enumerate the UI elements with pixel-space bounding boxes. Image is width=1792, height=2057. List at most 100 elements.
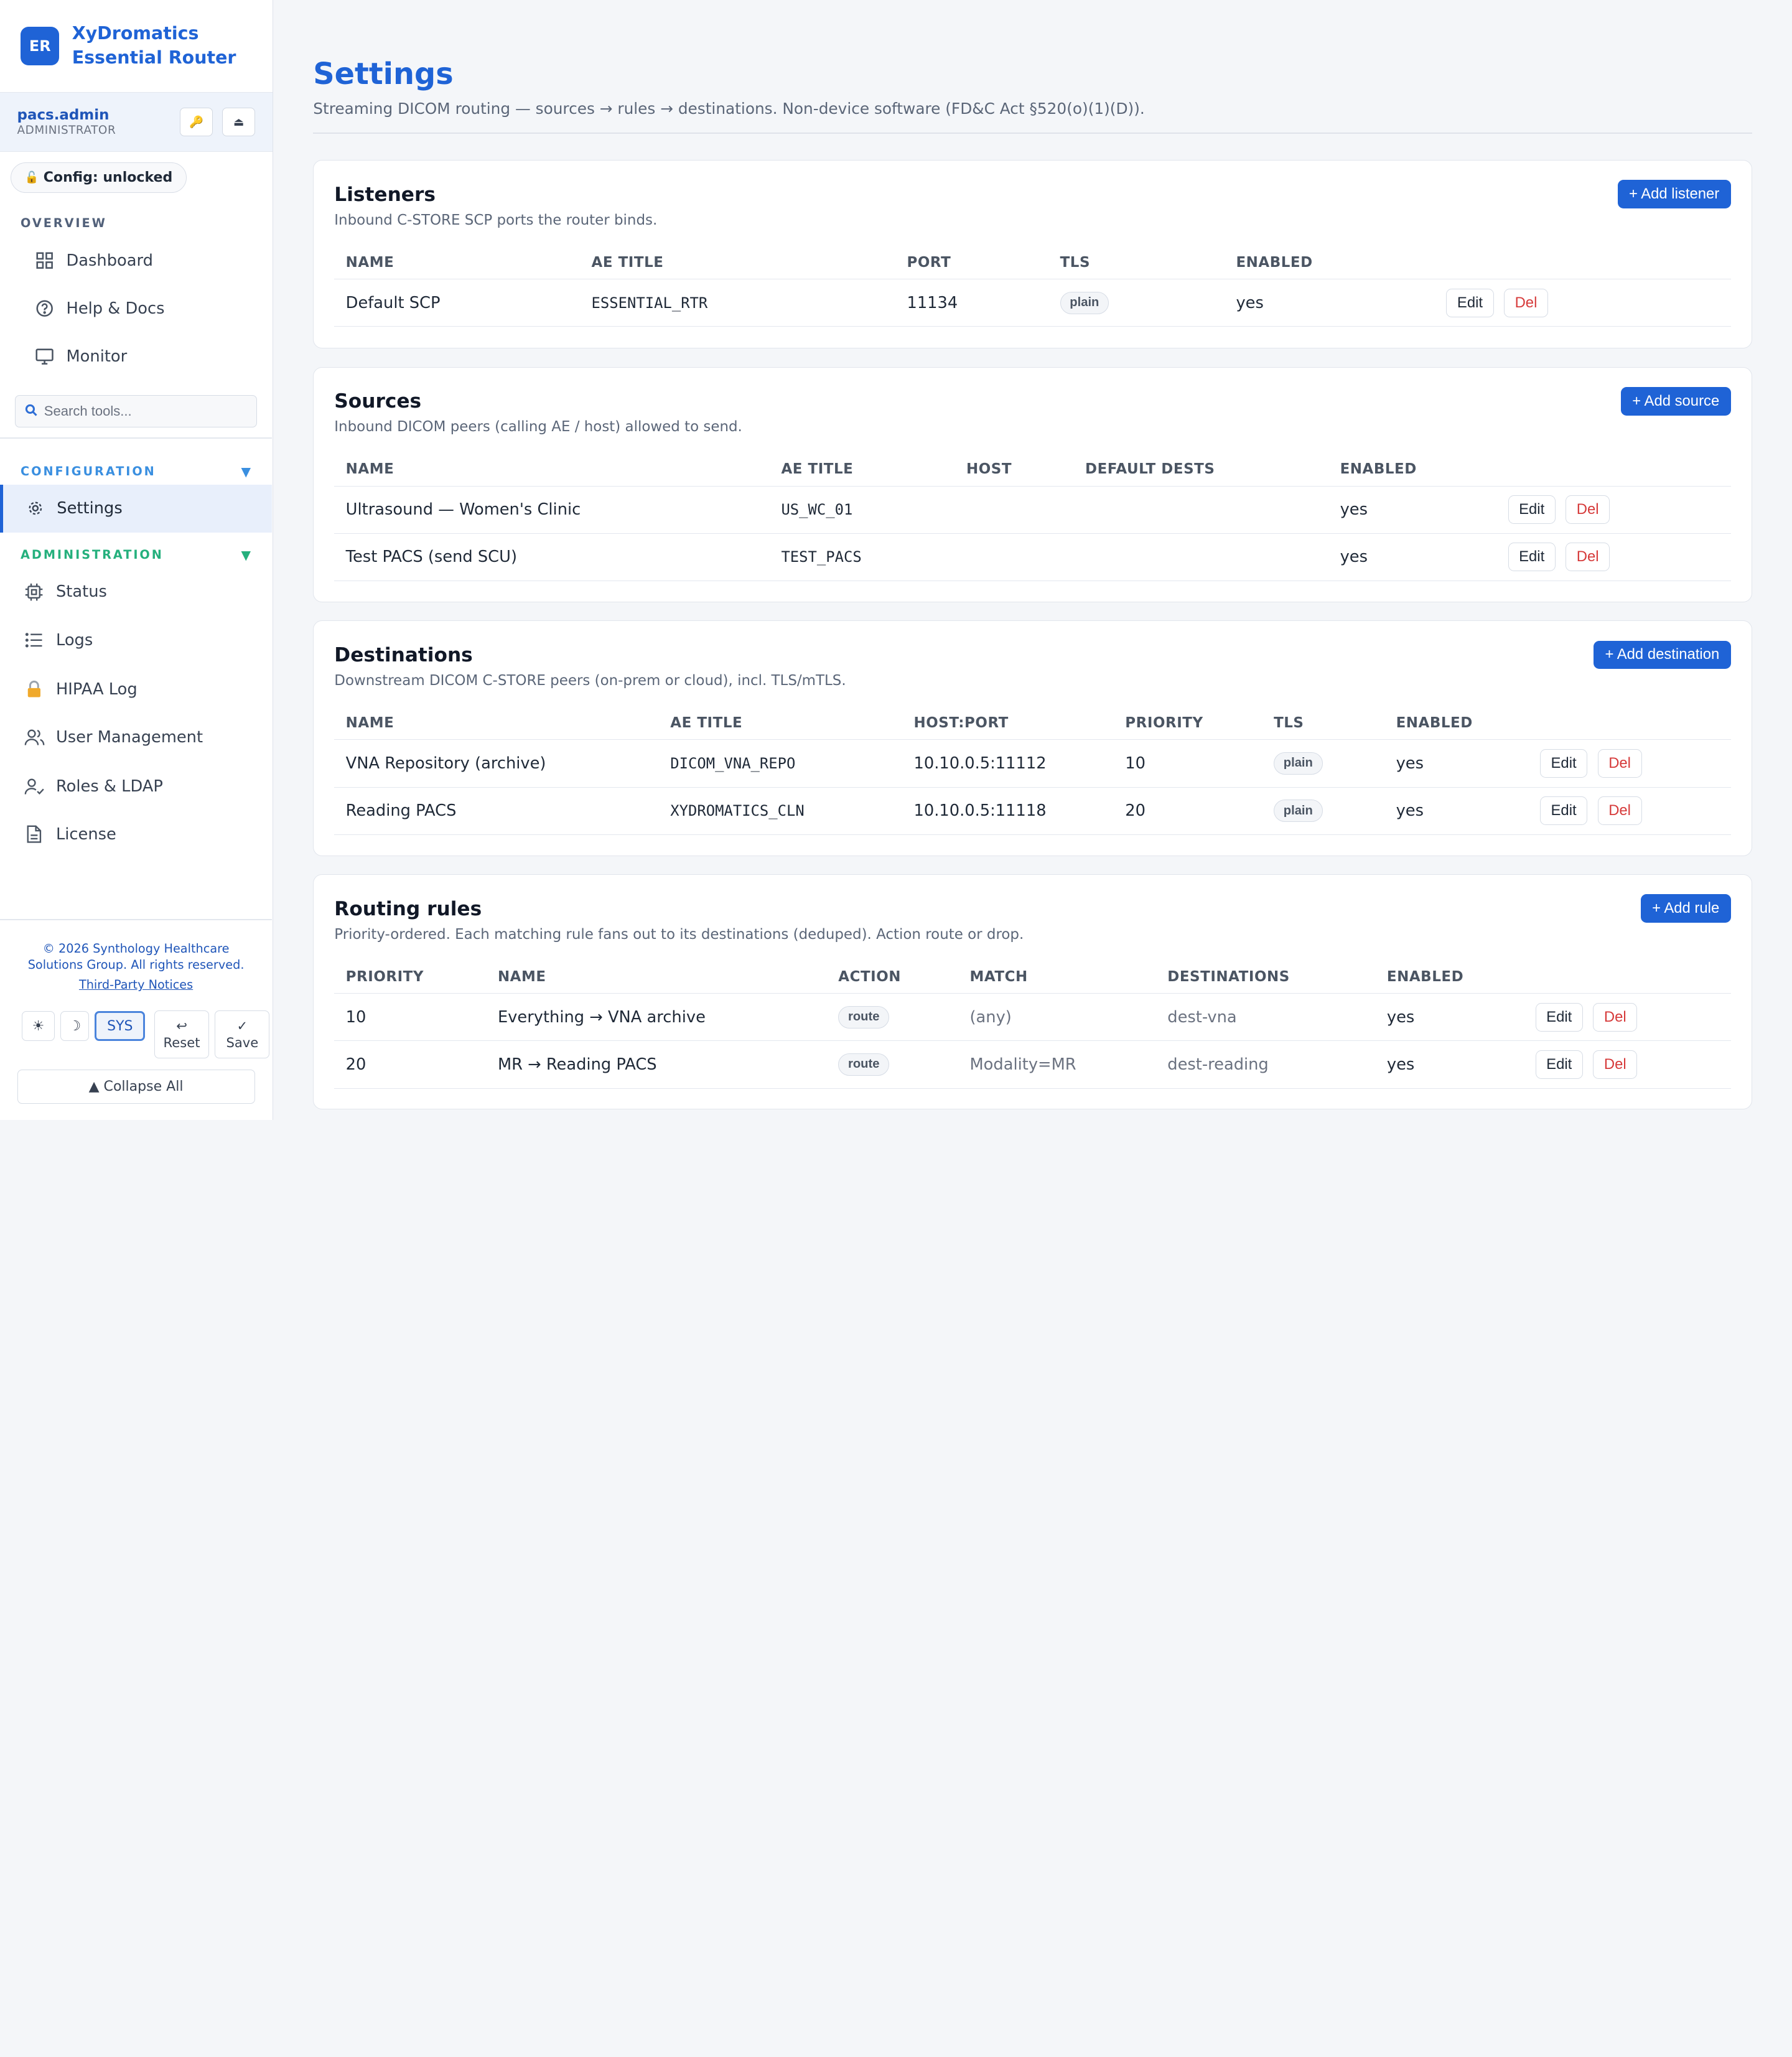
delete-button[interactable]: Del [1504, 288, 1548, 317]
column-header: TLS [1060, 254, 1091, 271]
cell-enabled: yes [1396, 801, 1424, 821]
table-header: NAME AE TITLE PORT TLS ENABLED [334, 246, 1731, 280]
sidebar-item-dashboard[interactable]: Dashboard [0, 236, 272, 284]
cell-match: Modality=MR [969, 1055, 1076, 1074]
table-row: Default SCP ESSENTIAL_RTR 11134 plain ye… [334, 279, 1731, 327]
users-icon [24, 727, 45, 747]
list-icon [24, 630, 45, 650]
column-header: PRIORITY [1125, 715, 1203, 732]
edit-button[interactable]: Edit [1508, 543, 1556, 572]
config-status-pill[interactable]: 🔓 Config: unlocked [10, 162, 187, 194]
sidebar-item-help-docs[interactable]: Help & Docs [0, 284, 272, 332]
chip-icon [24, 582, 45, 602]
column-header: MATCH [969, 968, 1028, 985]
cell-name: MR → Reading PACS [497, 1055, 657, 1074]
cell-name: Reading PACS [345, 801, 457, 821]
routing-rules-card: Routing rules Priority-ordered. Each mat… [313, 874, 1752, 1110]
sidebar-item-roles-ldap[interactable]: Roles & LDAP [0, 762, 272, 810]
add-rule-button[interactable]: + Add rule [1640, 894, 1731, 923]
edit-button[interactable]: Edit [1540, 749, 1588, 778]
file-icon [24, 824, 45, 844]
collapse-all-button[interactable]: ▲ Collapse All [17, 1070, 255, 1104]
tls-badge: plain [1274, 800, 1323, 823]
delete-button[interactable]: Del [1597, 796, 1642, 826]
column-header: ENABLED [1236, 254, 1313, 271]
brand-logo: ER [21, 26, 60, 66]
sidebar-item-label: HIPAA Log [55, 679, 138, 699]
cell-port: 11134 [907, 293, 958, 312]
cell-ae-title: TEST_PACS [781, 548, 862, 566]
unlock-icon: 🔓 [24, 171, 39, 185]
delete-button[interactable]: Del [1593, 1002, 1638, 1032]
sidebar-item-logs[interactable]: Logs [0, 616, 272, 664]
save-label: Save [226, 1035, 259, 1051]
column-header: PORT [907, 254, 951, 271]
action-badge: route [838, 1005, 890, 1028]
edit-button[interactable]: Edit [1535, 1050, 1583, 1079]
edit-button[interactable]: Edit [1446, 288, 1494, 317]
card-title: Destinations [334, 644, 473, 667]
add-listener-button[interactable]: + Add listener [1617, 180, 1731, 209]
column-header: AE TITLE [670, 715, 743, 732]
column-header: AE TITLE [591, 254, 664, 271]
column-header: NAME [497, 968, 546, 985]
copyright-line: © 2026 Synthology Healthcare [42, 941, 230, 956]
check-icon: ✓ [236, 1017, 248, 1033]
key-icon-button[interactable]: 🔑 [180, 108, 213, 136]
action-badge: route [838, 1053, 890, 1076]
cell-priority: 10 [1125, 753, 1146, 773]
column-header: HOST [966, 461, 1012, 478]
sidebar-item-monitor[interactable]: Monitor [0, 332, 272, 380]
column-header: NAME [345, 461, 394, 478]
theme-sys-button[interactable]: SYS [95, 1011, 146, 1042]
page-subtitle: Streaming DICOM routing — sources → rule… [313, 99, 1145, 118]
delete-button[interactable]: Del [1566, 543, 1610, 572]
delete-button[interactable]: Del [1597, 749, 1642, 778]
table-header: NAME AE TITLE HOST:PORT PRIORITY TLS ENA… [334, 707, 1731, 740]
save-button[interactable]: ✓ Save [215, 1010, 270, 1058]
add-destination-button[interactable]: + Add destination [1594, 640, 1731, 669]
add-source-button[interactable]: + Add source [1620, 386, 1731, 416]
column-header: PRIORITY [345, 968, 424, 985]
sidebar-item-user-management[interactable]: User Management [0, 713, 272, 761]
chevron-down-icon[interactable]: ▼ [241, 464, 251, 479]
sidebar-item-hipaa-log[interactable]: HIPAA Log [0, 665, 272, 713]
cell-name: Ultrasound — Women's Clinic [345, 500, 581, 520]
card-subtitle: Inbound DICOM peers (calling AE / host) … [334, 419, 742, 436]
chevron-down-icon[interactable]: ▼ [241, 547, 251, 562]
sidebar-item-status[interactable]: Status [0, 568, 272, 616]
cell-destinations: dest-reading [1167, 1055, 1269, 1074]
sidebar-item-label: Roles & LDAP [55, 777, 163, 796]
cell-enabled: yes [1396, 753, 1424, 773]
administration-section-label[interactable]: ADMINISTRATION [21, 547, 164, 562]
delete-button[interactable]: Del [1593, 1050, 1638, 1079]
sidebar-item-settings[interactable]: Settings [0, 484, 273, 533]
reset-button[interactable]: ↩ Reset [154, 1010, 210, 1058]
search-input[interactable] [44, 403, 239, 420]
configuration-section-label[interactable]: CONFIGURATION [21, 464, 156, 478]
edit-button[interactable]: Edit [1508, 495, 1556, 525]
tls-badge: plain [1060, 291, 1109, 314]
sidebar-item-label: License [55, 824, 116, 844]
cell-enabled: yes [1340, 500, 1368, 520]
sidebar-item-license[interactable]: License [0, 810, 272, 858]
grid-icon [34, 250, 55, 271]
cell-destinations: dest-vna [1167, 1007, 1237, 1027]
divider [0, 918, 273, 920]
moon-icon-button[interactable]: ☽ [60, 1011, 90, 1042]
eject-icon-button[interactable]: ⏏ [222, 108, 256, 136]
card-title: Listeners [334, 183, 436, 206]
sidebar-item-label: Logs [55, 630, 93, 650]
sidebar: ER XyDromatics Essential Router pacs.adm… [0, 0, 273, 1120]
card-subtitle: Inbound C-STORE SCP ports the router bin… [334, 212, 658, 228]
cell-ae-title: US_WC_01 [781, 501, 853, 519]
edit-button[interactable]: Edit [1535, 1002, 1583, 1032]
listeners-card: Listeners Inbound C-STORE SCP ports the … [313, 160, 1752, 349]
cell-host-port: 10.10.0.5:11118 [913, 801, 1047, 821]
delete-button[interactable]: Del [1566, 495, 1610, 525]
table-header: NAME AE TITLE HOST DEFAULT DESTS ENABLED [334, 453, 1731, 487]
edit-button[interactable]: Edit [1540, 796, 1588, 826]
brand[interactable]: ER XyDromatics Essential Router [0, 0, 273, 93]
sun-icon-button[interactable]: ☀ [21, 1011, 55, 1042]
third-party-notices-link[interactable]: Third-Party Notices [78, 977, 194, 992]
